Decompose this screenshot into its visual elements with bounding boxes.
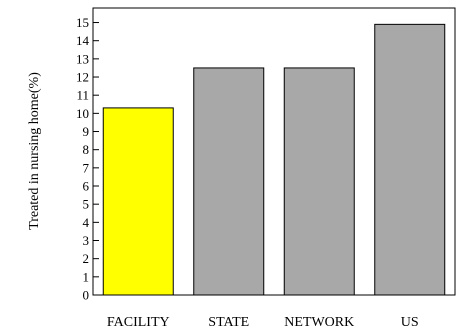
y-tick-label: 2 <box>83 251 90 266</box>
category-labels: FACILITY STATE NETWORK US <box>107 315 419 330</box>
y-tick-label: 12 <box>76 70 89 85</box>
y-tick-label: 6 <box>83 179 90 194</box>
y-tick-label: 4 <box>83 215 90 230</box>
y-tick-label: 11 <box>76 88 89 103</box>
y-tick-label: 13 <box>76 51 89 66</box>
bar-us <box>374 23 446 296</box>
bar-state <box>193 67 265 296</box>
bar-network <box>283 67 355 296</box>
y-tick-label: 0 <box>83 288 90 303</box>
bar-facility <box>102 107 174 296</box>
x-category-label: NETWORK <box>284 315 354 330</box>
y-tick-label: 15 <box>76 15 89 30</box>
y-tick-label: 8 <box>83 142 90 157</box>
bars <box>102 23 446 296</box>
y-tick-label: 9 <box>83 124 90 139</box>
x-category-label: US <box>401 315 419 330</box>
y-tick-label: 10 <box>76 106 89 121</box>
y-tick-label: 14 <box>76 33 90 48</box>
y-tick-label: 5 <box>83 197 90 212</box>
y-axis-title: Treated in nursing home(%) <box>27 72 42 230</box>
y-tick-label: 7 <box>83 160 90 175</box>
x-category-label: FACILITY <box>107 315 170 330</box>
plot-frame <box>92 7 456 296</box>
x-category-label: STATE <box>208 315 249 330</box>
y-tick-label: 1 <box>83 269 90 284</box>
y-tick-label: 3 <box>83 233 90 248</box>
